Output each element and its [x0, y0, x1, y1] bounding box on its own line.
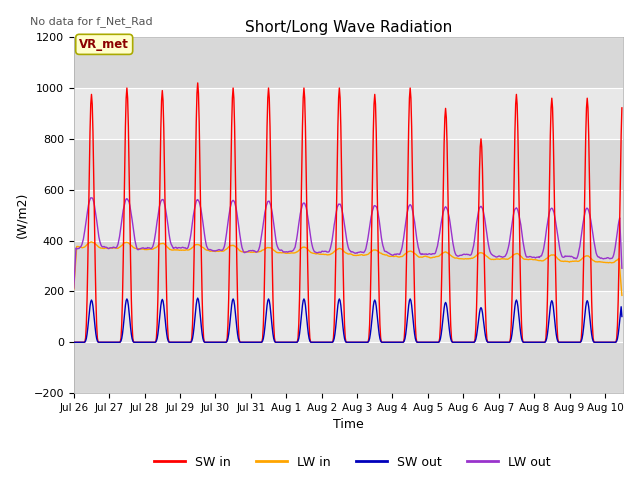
- Bar: [74, 342, 623, 393]
- Bar: [74, 139, 623, 190]
- Bar: [74, 37, 623, 88]
- Bar: [74, 88, 623, 139]
- Bar: [74, 240, 623, 291]
- X-axis label: Time: Time: [333, 419, 364, 432]
- Bar: [74, 291, 623, 342]
- Text: VR_met: VR_met: [79, 38, 129, 51]
- Title: Short/Long Wave Radiation: Short/Long Wave Radiation: [244, 20, 452, 35]
- Y-axis label: (W/m2): (W/m2): [15, 192, 28, 239]
- Bar: [74, 190, 623, 240]
- Text: No data for f_Net_Rad: No data for f_Net_Rad: [30, 16, 152, 27]
- Legend: SW in, LW in, SW out, LW out: SW in, LW in, SW out, LW out: [148, 451, 556, 474]
